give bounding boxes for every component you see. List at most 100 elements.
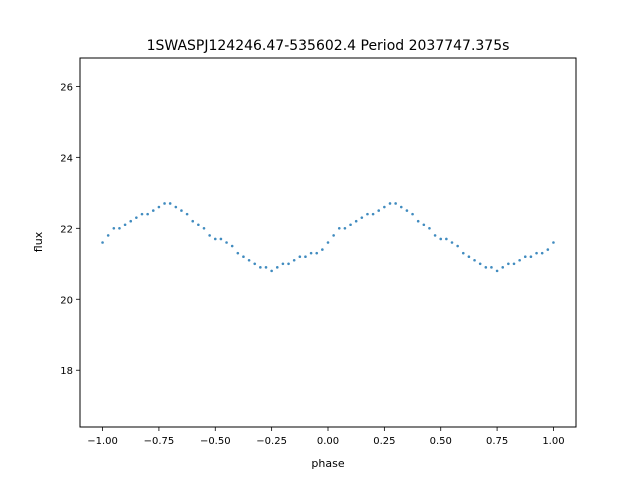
data-point	[332, 234, 335, 237]
data-point	[236, 251, 240, 255]
data-point	[213, 237, 217, 241]
data-point	[208, 234, 211, 237]
data-point	[174, 205, 178, 209]
data-point	[112, 227, 116, 230]
data-point	[371, 212, 375, 216]
data-point	[535, 251, 538, 255]
data-point	[106, 234, 110, 237]
data-point	[157, 205, 161, 209]
data-point	[146, 212, 149, 216]
data-point	[495, 269, 499, 273]
data-points	[101, 202, 555, 273]
data-point	[123, 223, 127, 227]
data-point	[518, 258, 521, 262]
data-point	[337, 227, 341, 230]
data-point	[180, 209, 183, 212]
data-point	[512, 262, 516, 266]
data-point	[298, 255, 302, 258]
data-point	[247, 258, 251, 262]
data-point	[225, 241, 228, 244]
data-point	[394, 202, 397, 205]
data-point	[360, 216, 364, 219]
x-axis-label: phase	[311, 457, 344, 470]
data-point	[405, 209, 409, 212]
data-point	[163, 202, 166, 205]
data-point	[478, 262, 482, 266]
data-point	[445, 237, 448, 241]
y-axis-ticks: 18 20 22 24 26	[60, 82, 80, 377]
data-point	[118, 227, 121, 230]
data-point	[552, 241, 555, 244]
x-tick-label: −1.00	[87, 436, 118, 447]
data-point	[411, 212, 414, 216]
y-axis-label: flux	[32, 231, 45, 252]
data-point	[416, 219, 420, 223]
data-point	[484, 266, 488, 269]
data-point	[354, 219, 358, 223]
x-tick-label: 1.00	[542, 436, 564, 447]
x-tick-label: 0.00	[317, 436, 339, 447]
x-tick-label: −0.50	[200, 436, 231, 447]
data-point	[185, 212, 189, 216]
data-point	[191, 219, 195, 223]
data-point	[101, 241, 104, 244]
data-point	[433, 234, 437, 237]
data-point	[242, 255, 245, 258]
y-tick-label: 20	[60, 295, 73, 306]
data-point	[270, 269, 273, 273]
y-tick-label: 24	[60, 153, 73, 164]
data-point	[140, 212, 144, 216]
data-point	[219, 237, 223, 241]
data-point	[129, 219, 133, 223]
data-point	[377, 209, 381, 212]
data-point	[523, 255, 527, 258]
x-tick-label: −0.75	[144, 436, 175, 447]
x-tick-label: 0.25	[373, 436, 395, 447]
x-tick-label: −0.25	[256, 436, 287, 447]
data-point	[473, 258, 476, 262]
data-point	[309, 251, 313, 255]
data-point	[366, 212, 369, 216]
data-point	[450, 241, 454, 244]
data-point	[315, 251, 319, 255]
data-point	[275, 266, 279, 269]
y-tick-label: 22	[60, 224, 73, 235]
data-point	[321, 248, 324, 251]
data-point	[467, 255, 471, 258]
data-point	[202, 227, 206, 230]
data-point	[490, 266, 493, 269]
data-point	[168, 202, 172, 205]
data-point	[253, 262, 257, 266]
data-point	[349, 223, 352, 227]
data-point	[343, 227, 347, 230]
data-point	[383, 205, 386, 209]
data-point	[287, 262, 290, 266]
data-point	[326, 241, 330, 244]
data-point	[304, 255, 307, 258]
x-tick-label: 0.50	[430, 436, 452, 447]
data-point	[501, 266, 505, 269]
data-point	[546, 248, 550, 251]
x-axis-ticks: −1.00 −0.75 −0.50 −0.25 0.00 0.25 0.50 0.75 1.00	[87, 427, 565, 447]
y-tick-label: 26	[60, 82, 73, 93]
data-point	[151, 209, 155, 212]
data-point	[428, 227, 431, 230]
data-point	[388, 202, 392, 205]
data-point	[197, 223, 200, 227]
data-point	[281, 262, 285, 266]
data-point	[461, 251, 465, 255]
data-point	[264, 266, 268, 269]
data-point	[259, 266, 262, 269]
data-point	[230, 244, 234, 248]
data-point	[135, 216, 138, 219]
data-point	[292, 258, 296, 262]
data-point	[507, 262, 510, 266]
data-point	[540, 251, 544, 255]
data-point	[399, 205, 403, 209]
y-tick-label: 18	[60, 366, 73, 377]
chart-title: 1SWASPJ124246.47-535602.4 Period 2037747…	[147, 38, 510, 54]
data-point	[439, 237, 443, 241]
data-point	[529, 255, 533, 258]
